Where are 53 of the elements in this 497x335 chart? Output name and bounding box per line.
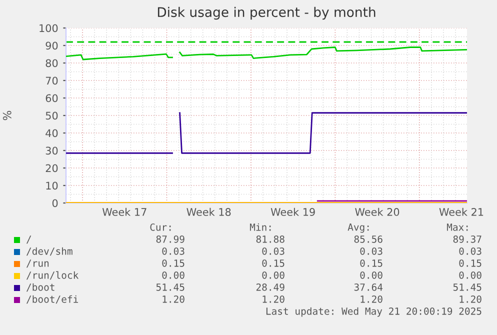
y-tick-label: 90 xyxy=(46,42,58,50)
text: Avg: xyxy=(348,224,369,233)
y-axis-title: % xyxy=(2,110,12,120)
text: 0.03 xyxy=(262,247,284,255)
text: 87.99 xyxy=(156,235,184,243)
x-tick-label: Week 20 xyxy=(355,208,400,216)
y-tick-label: 0 xyxy=(52,199,58,208)
legend-label: /run xyxy=(26,260,49,268)
text: 51.45 xyxy=(453,284,482,291)
y-tick-label: 10 xyxy=(46,182,58,190)
text: Min: xyxy=(250,223,271,231)
text: 0.15 xyxy=(360,259,382,267)
x-tick-label: Week 18 xyxy=(186,208,231,216)
legend-label: /dev/shm xyxy=(26,247,72,256)
y-tick-label: 100 xyxy=(40,24,58,32)
text: 0.03 xyxy=(360,247,382,255)
legend-label: /boot xyxy=(26,283,54,292)
legend-label: /run/lock xyxy=(26,271,79,280)
chart-title: Disk usage in percent - by month xyxy=(158,6,376,20)
text: 85.56 xyxy=(354,235,382,243)
y-tick-label: 50 xyxy=(46,112,58,120)
text: Last update: Wed May 21 20:00:19 2025 xyxy=(266,307,482,317)
text: 0.00 xyxy=(162,271,184,279)
text: 0.00 xyxy=(459,271,482,279)
legend-label: /boot/efi xyxy=(26,295,78,304)
text: 0.00 xyxy=(360,271,382,279)
y-tick-label: 30 xyxy=(46,146,58,155)
text: 37.64 xyxy=(354,283,383,291)
text: 51.45 xyxy=(156,284,184,291)
text: 81.88 xyxy=(256,235,284,243)
text: 0.03 xyxy=(162,247,184,255)
text: 1.20 xyxy=(162,295,184,303)
y-tick-label: 60 xyxy=(46,94,58,102)
text: 0.15 xyxy=(262,259,284,267)
text: 1.20 xyxy=(460,295,482,303)
x-tick-label: Week 21 xyxy=(439,208,484,216)
text: 89.37 xyxy=(453,235,482,243)
y-tick-label: 20 xyxy=(46,164,58,172)
text: Cur: xyxy=(150,223,171,231)
text: 1.20 xyxy=(262,295,284,303)
text: 1.20 xyxy=(360,295,382,303)
x-tick-label: Week 19 xyxy=(270,208,315,216)
y-tick-label: 70 xyxy=(46,76,58,85)
text: 0.00 xyxy=(262,271,284,279)
legend-label: / xyxy=(26,236,32,244)
text: 0.03 xyxy=(459,247,482,255)
text: 0.15 xyxy=(459,259,482,267)
text: Max: xyxy=(446,224,468,231)
y-tick-label: 80 xyxy=(46,59,58,68)
y-tick-label: 40 xyxy=(46,129,58,138)
text: 0.15 xyxy=(162,259,184,267)
x-tick-label: Week 17 xyxy=(102,208,146,216)
text: 28.49 xyxy=(256,283,284,291)
